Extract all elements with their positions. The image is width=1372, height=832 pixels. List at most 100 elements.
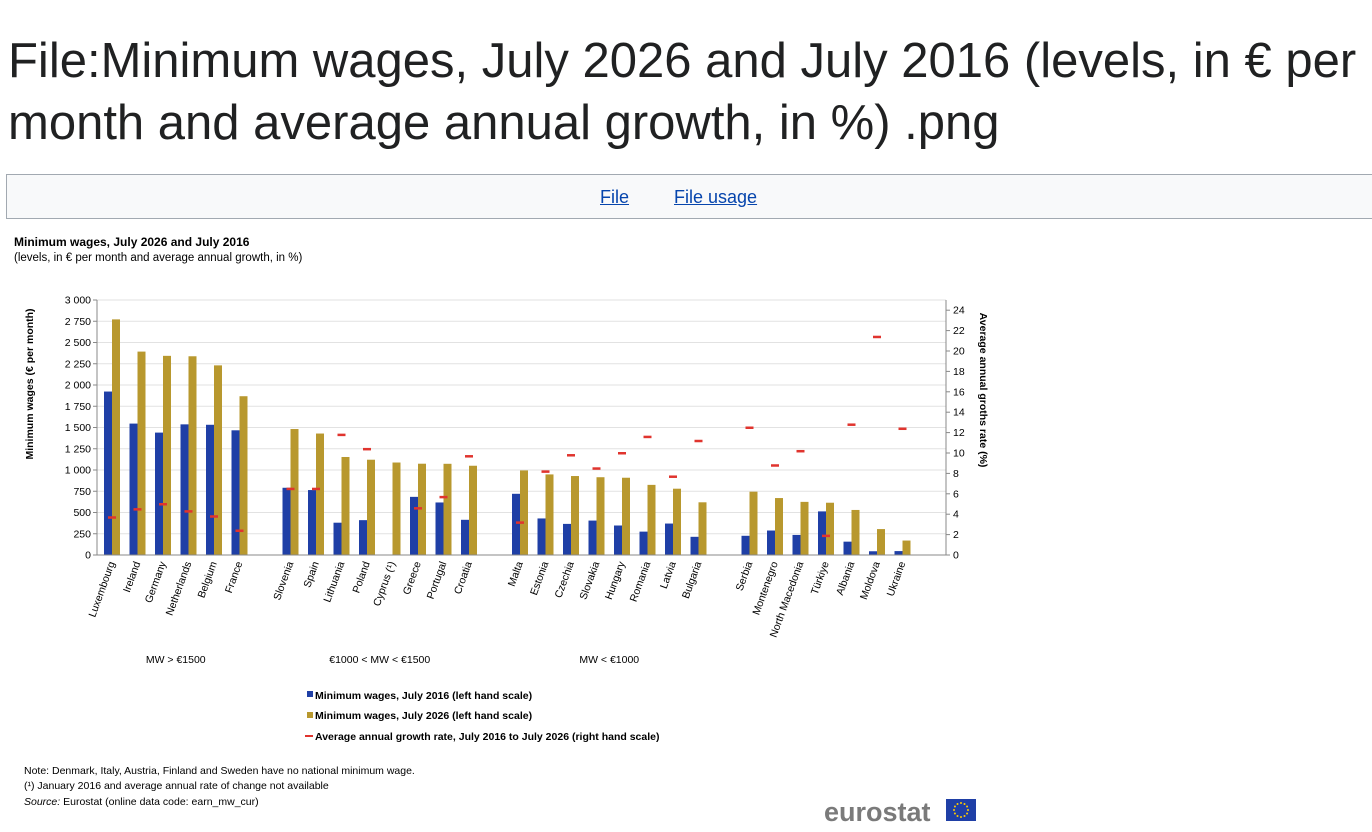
growth-marker [567,454,575,457]
bar-2026 [188,356,197,555]
group-labels: MW > €1500 €1000 < MW < €1500 MW < €1000 [146,654,639,666]
right-tick-label: 8 [953,468,959,480]
growth-marker [541,470,550,473]
bar-2016 [180,424,189,555]
left-tick-label: 2 000 [65,380,91,392]
bar-2016 [333,522,342,555]
left-tick-label: 1 750 [65,401,91,413]
legend-swatch-growth [305,735,313,737]
bar-2026 [851,509,860,555]
bar-2026 [647,484,656,555]
bar-2026 [239,396,248,555]
right-tick-label: 14 [953,407,965,419]
tab-file-usage[interactable]: File usage [674,187,758,207]
bar-2016 [792,534,801,555]
growth-marker [184,510,193,513]
bar-2016 [639,531,648,555]
growth-marker [618,452,626,455]
bar-2016 [894,551,903,555]
left-tick-label: 0 [85,550,91,562]
category-label: Lithuania [321,560,347,604]
bar-2016 [537,518,546,555]
bar-2016 [767,530,775,555]
category-label: Latvia [658,560,679,591]
left-tick-label: 1 500 [65,422,91,434]
bar-2016 [588,520,597,555]
bar-2016 [512,493,520,555]
left-tick-label: 500 [73,507,91,519]
eurostat-logo: eurostat [824,797,976,827]
bar-2026 [443,463,452,555]
growth-marker [439,495,448,499]
group-label: €1000 < MW < €1500 [329,654,430,666]
left-tick-label: 250 [73,528,91,540]
bar-2026 [698,502,707,555]
eu-flag-icon [946,799,976,821]
bar-2016 [435,502,444,555]
logo-text: eurostat [824,797,931,827]
tab-file[interactable]: File [600,187,630,207]
growth-marker [516,521,524,524]
left-tick-label: 1 000 [65,465,91,477]
category-label: Portugal [425,560,450,601]
category-label: Serbia [734,560,756,593]
bar-2016 [614,525,622,555]
bars [104,319,911,555]
category-label: Malta [506,560,526,588]
right-tick-label: 20 [953,346,965,358]
category-label: Bulgaria [680,560,705,600]
eu-star [967,809,969,811]
growth-marker [286,487,295,491]
note-line: Note: Denmark, Italy, Austria, Finland a… [24,765,415,777]
bar-2026 [800,501,809,555]
legend-label-2016: Minimum wages, July 2016 (left hand scal… [315,690,532,702]
file-tab-bar: File File usage [6,174,1372,219]
growth-marker [235,529,244,533]
chart-image: Minimum wages, July 2026 and July 2016 (… [14,235,989,827]
eu-star [966,812,969,815]
bar-2016 [359,520,367,555]
right-tick-label: 24 [953,305,965,317]
group-label: MW < €1000 [579,654,639,666]
right-tick-label: 18 [953,366,965,378]
bar-2026 [902,540,911,555]
bar-2016 [818,511,826,555]
growth-marker [898,427,907,431]
eu-star [963,802,966,805]
right-tick-label: 12 [953,427,965,439]
bar-2016 [741,535,750,555]
growth-marker [363,447,371,451]
eu-star [966,805,969,808]
category-label: France [223,560,246,595]
bar-2026 [877,529,885,555]
left-tick-label: 1 250 [65,443,91,455]
bar-2016 [563,523,571,555]
growth-marker [873,335,881,339]
bar-2026 [290,429,299,555]
growth-marker [822,534,830,538]
category-label: Ukraine [885,560,909,598]
bar-2026 [214,365,222,555]
category-label: Estonia [528,560,551,597]
group-label: MW > €1500 [146,654,206,666]
left-tick-label: 3 000 [65,295,91,307]
category-label: Belgium [196,560,220,600]
category-label: Slovenia [271,560,296,602]
category-label: Albania [834,560,857,597]
bar-2026 [749,491,758,555]
bar-2016 [665,523,673,555]
growth-marker [694,439,703,443]
right-tick-label: 10 [953,448,965,460]
bar-2026 [596,477,605,555]
category-label: Ireland [121,560,143,594]
growth-marker [643,435,652,439]
growth-marker [796,449,805,453]
category-label: Spain [301,560,322,589]
category-label: Greece [401,560,424,597]
legend-label-2026: Minimum wages, July 2026 (left hand scal… [315,710,532,722]
right-tick-label: 4 [953,509,959,521]
eu-star [953,805,956,808]
growth-marker [745,426,754,429]
eu-star [963,815,966,818]
bar-2026 [775,498,783,555]
